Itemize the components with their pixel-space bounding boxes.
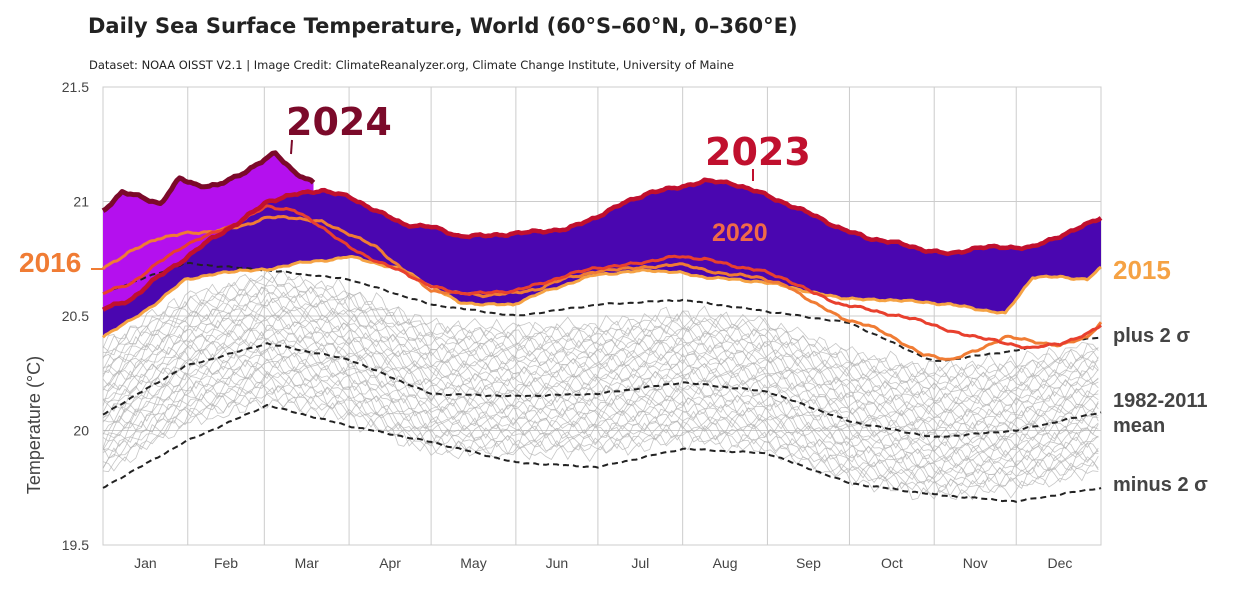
label-2016: 2016 bbox=[19, 247, 81, 278]
historical-year-line bbox=[102, 313, 1099, 419]
historical-year-line bbox=[102, 286, 1099, 396]
historical-year-line bbox=[102, 329, 1099, 435]
historical-year-line bbox=[102, 292, 1099, 400]
historical-year-line bbox=[102, 270, 1099, 378]
x-tick-label: Mar bbox=[295, 555, 319, 571]
x-tick-label: Apr bbox=[379, 555, 401, 571]
chart-subtitle: Dataset: NOAA OISST V2.1 | Image Credit:… bbox=[89, 58, 734, 72]
label-2023: 2023 bbox=[705, 130, 811, 174]
line-2016 bbox=[101, 215, 1103, 361]
historical-year-line bbox=[102, 309, 1099, 418]
label-plus-2-sigma: plus 2 σ bbox=[1113, 325, 1190, 347]
line-2015 bbox=[101, 255, 1102, 339]
historical-year-line bbox=[102, 281, 1099, 391]
historical-year-line bbox=[102, 356, 1099, 462]
x-tick-label: Sep bbox=[796, 555, 821, 571]
label-2024-leader bbox=[290, 139, 293, 155]
historical-year-line bbox=[102, 341, 1099, 446]
x-tick-label: Nov bbox=[963, 555, 988, 571]
historical-year-line bbox=[102, 390, 1099, 495]
x-tick-label: Dec bbox=[1048, 555, 1073, 571]
historical-year-line bbox=[102, 370, 1099, 475]
line-2020 bbox=[102, 204, 1102, 350]
line-2024 bbox=[101, 150, 316, 213]
historical-year-line bbox=[102, 284, 1099, 389]
x-tick-label: Feb bbox=[214, 555, 238, 571]
historical-year-line bbox=[102, 319, 1099, 428]
y-tick-label: 20.5 bbox=[62, 308, 89, 324]
historical-year-line bbox=[102, 275, 1099, 384]
historical-year-line bbox=[102, 396, 1099, 501]
label-mean-line2: mean bbox=[1113, 415, 1165, 437]
label-2024: 2024 bbox=[286, 100, 392, 144]
x-tick-label: Oct bbox=[881, 555, 903, 571]
y-tick-label: 20 bbox=[73, 423, 89, 439]
historical-year-line bbox=[102, 381, 1099, 485]
historical-year-line bbox=[102, 314, 1099, 424]
historical-year-line bbox=[102, 270, 1099, 378]
historical-year-line bbox=[102, 348, 1099, 458]
x-tick-labels: Jan Feb Mar Apr May Jun Jul Aug Sep Oct Nov Dec bbox=[134, 555, 1072, 571]
label-minus-2-sigma: minus 2 σ bbox=[1113, 474, 1208, 496]
chart-title: Daily Sea Surface Temperature, World (60… bbox=[88, 14, 798, 38]
y-axis-label: Temperature (°C) bbox=[24, 356, 44, 494]
label-2020: 2020 bbox=[712, 219, 768, 247]
x-tick-label: Jul bbox=[631, 555, 649, 571]
minus-2-sigma-line bbox=[102, 403, 1102, 503]
y-tick-labels: 21.5 21 20.5 20 19.5 bbox=[62, 79, 89, 553]
x-tick-label: Jan bbox=[134, 555, 157, 571]
y-tick-label: 21 bbox=[73, 194, 89, 210]
y-tick-label: 21.5 bbox=[62, 79, 89, 95]
line-2023 bbox=[101, 177, 1103, 312]
y-tick-label: 19.5 bbox=[62, 537, 89, 553]
x-tick-label: May bbox=[460, 555, 486, 571]
mean-line bbox=[102, 342, 1102, 439]
historical-year-line bbox=[102, 303, 1099, 406]
x-tick-label: Jun bbox=[546, 555, 569, 571]
label-mean-line1: 1982-2011 bbox=[1113, 390, 1208, 412]
series-lines bbox=[101, 150, 1103, 503]
label-2015: 2015 bbox=[1113, 255, 1171, 285]
historical-year-line bbox=[102, 340, 1099, 453]
x-tick-label: Aug bbox=[713, 555, 738, 571]
historical-year-line bbox=[102, 337, 1099, 447]
